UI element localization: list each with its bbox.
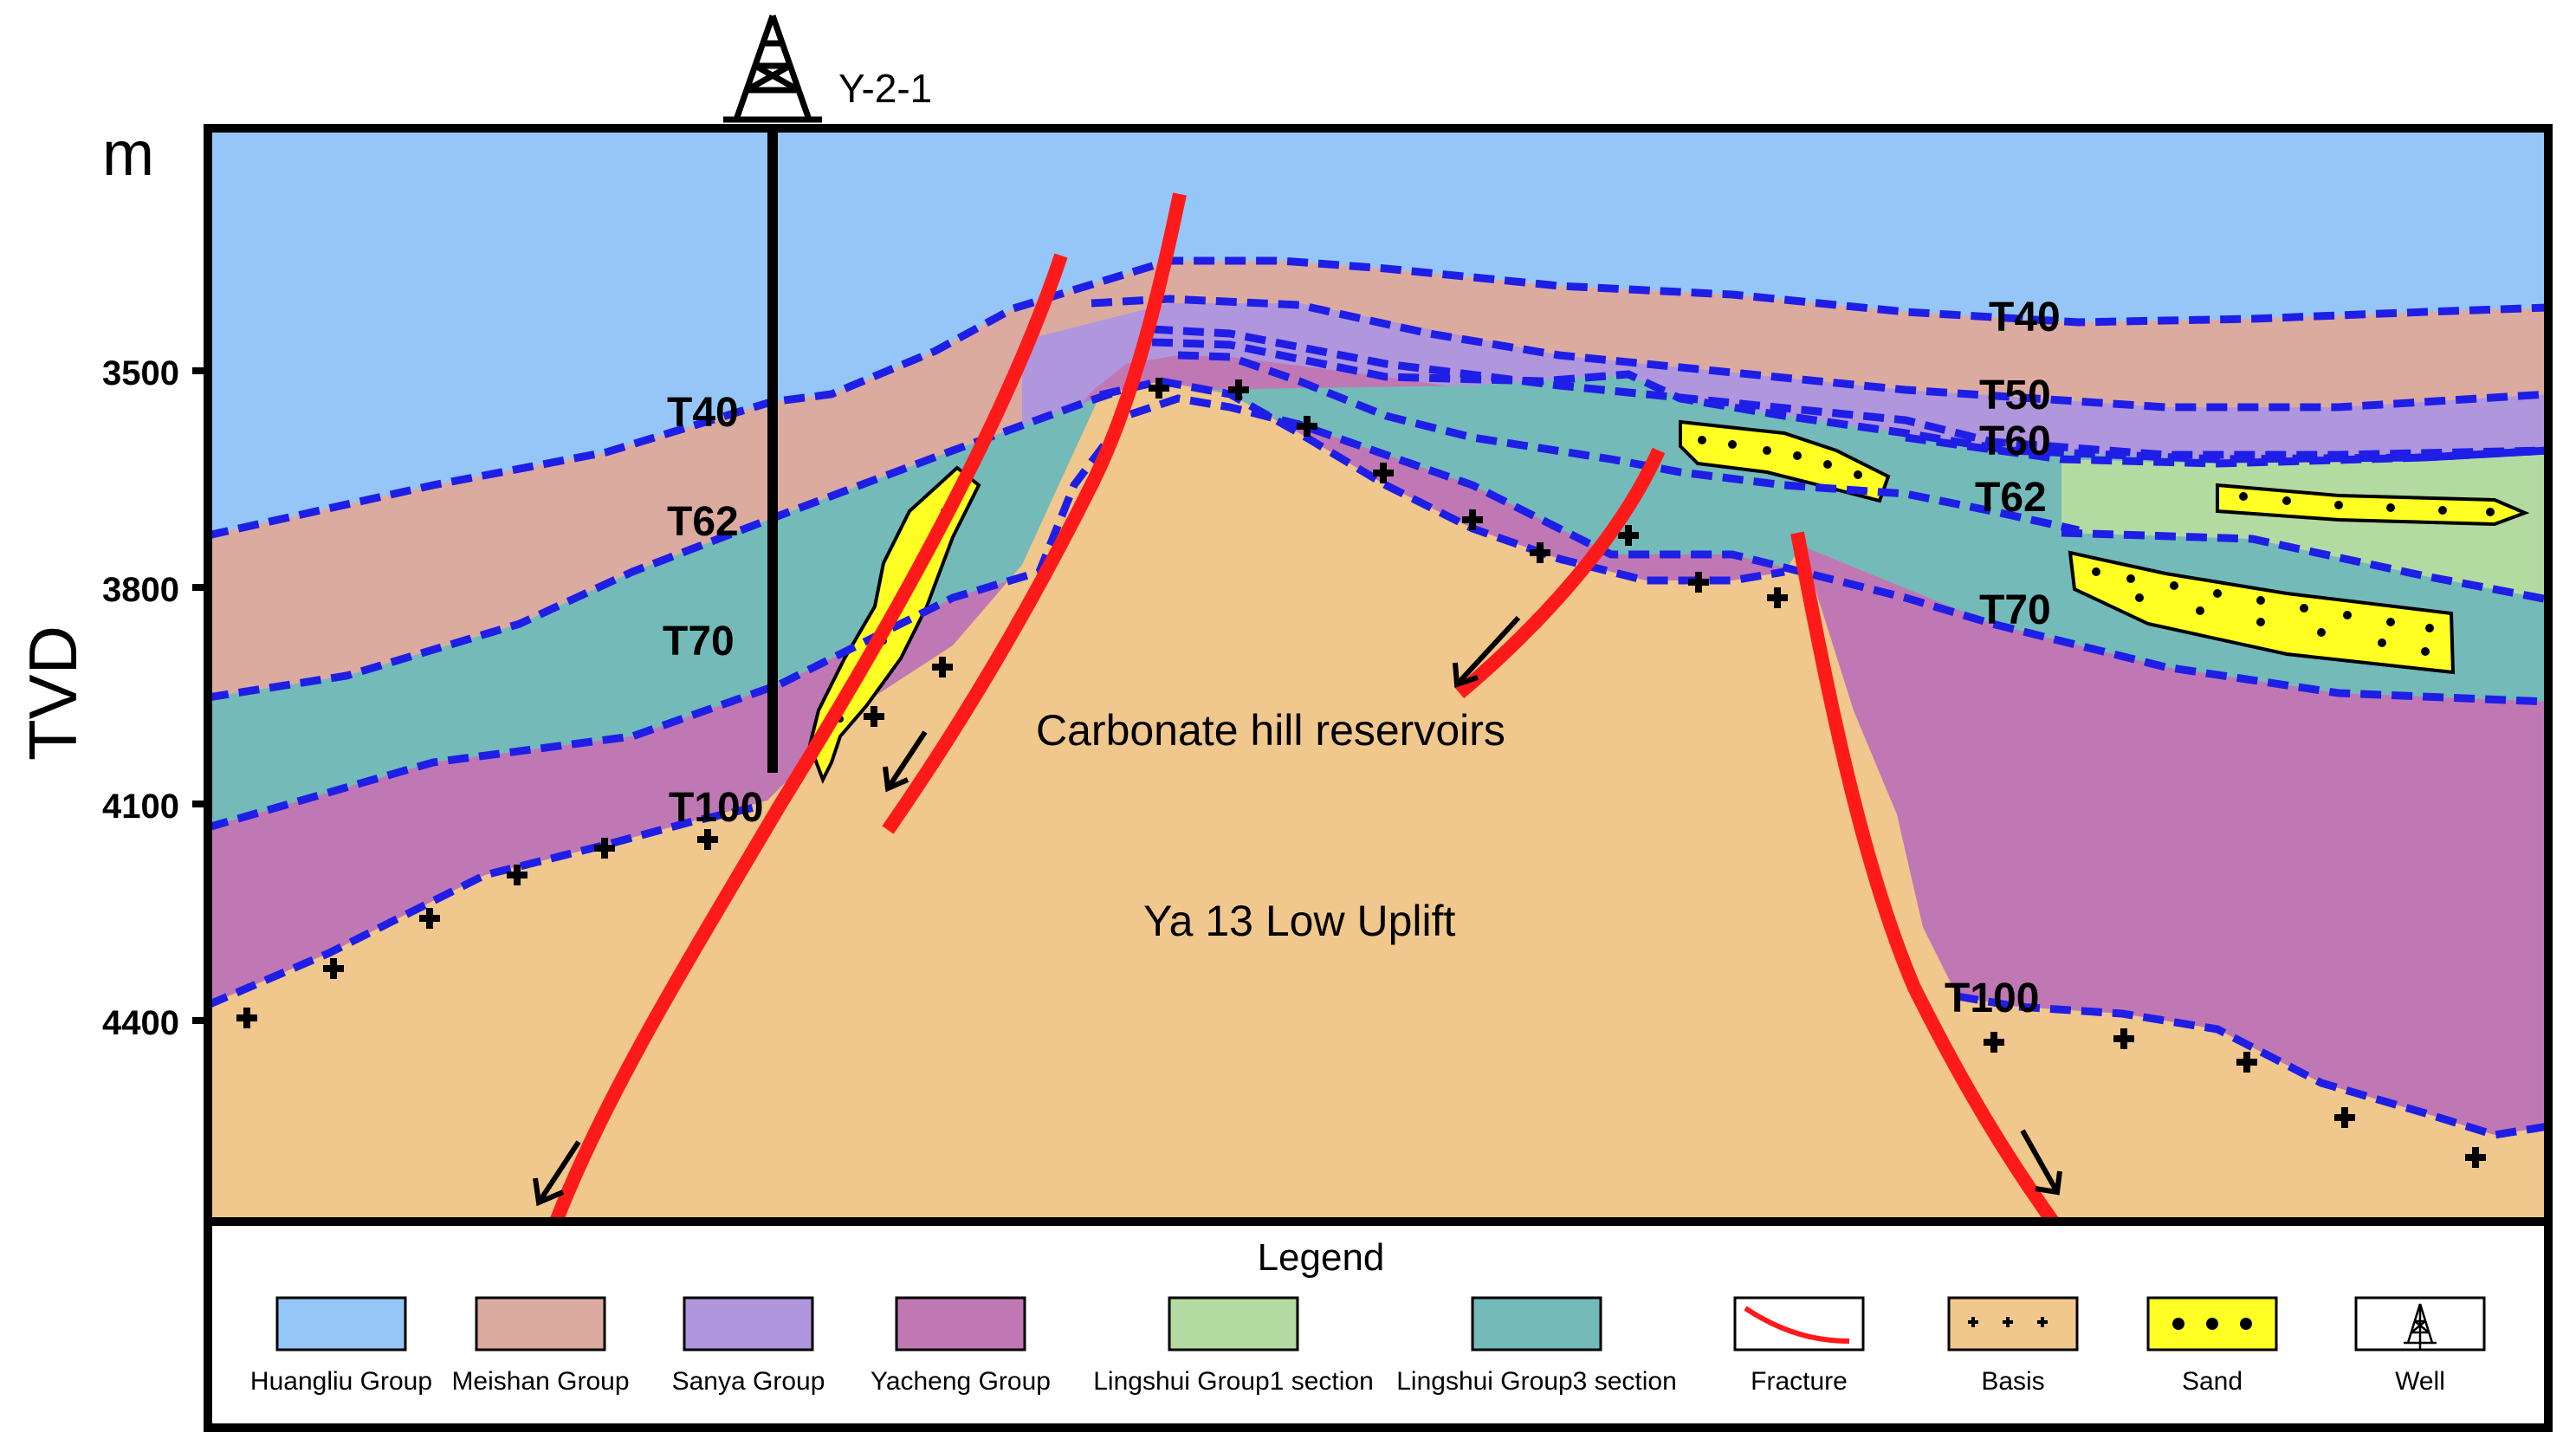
sand-body-right-lower xyxy=(2068,550,2456,675)
fault-center xyxy=(1454,447,1666,699)
axis-unit: m xyxy=(102,120,154,189)
horizon-lines xyxy=(208,256,2548,1139)
legend-item-fracture: Fracture xyxy=(1733,1296,1865,1396)
faults xyxy=(549,192,2059,1222)
fault-left-main xyxy=(549,253,1068,1222)
svg-text:Lingshui Group1 section: Lingshui Group1 section xyxy=(1093,1367,1374,1396)
legend-item-huangliu: Huangliu Group xyxy=(250,1296,432,1396)
axis-title: TVD xyxy=(15,626,91,761)
svg-text:Lingshui Group3 section: Lingshui Group3 section xyxy=(1396,1367,1677,1396)
legend-title: Legend xyxy=(1258,1236,1385,1279)
tick-label-4100: 4100 xyxy=(102,788,179,826)
derrick-icon xyxy=(723,14,822,123)
basement-crosses xyxy=(236,378,2486,1168)
legend-item-well: Well xyxy=(2354,1296,2486,1396)
uplift-annotation: Ya 13 Low Uplift xyxy=(1143,897,1455,945)
label-t60-right: T60 xyxy=(1979,418,2051,464)
reservoir-annotation: Carbonate hill reservoirs xyxy=(1036,706,1505,755)
legend-item-sanya: Sanya Group xyxy=(672,1296,825,1396)
well-y-2-1: Y-2-1 xyxy=(723,14,932,773)
svg-text:Meishan Group: Meishan Group xyxy=(451,1367,629,1396)
tick-label-3500: 3500 xyxy=(102,354,179,392)
label-t100-left: T100 xyxy=(669,785,763,831)
svg-text:Well: Well xyxy=(2395,1367,2445,1396)
horizon-labels: T40 T62 T70 T100 T40 T50 T60 T62 T70 T10… xyxy=(663,295,2061,1021)
derrick-icon xyxy=(2404,1303,2437,1350)
fault-arrows xyxy=(533,615,2062,1207)
label-t50-right: T50 xyxy=(1979,373,2051,418)
legend-item-yacheng: Yacheng Group xyxy=(871,1296,1051,1396)
section-layers xyxy=(208,128,2548,1222)
tick-label-4400: 4400 xyxy=(102,1004,179,1042)
svg-text:Fracture: Fracture xyxy=(1751,1367,1848,1396)
legend-item-lingshui1: Lingshui Group1 section xyxy=(1093,1296,1374,1396)
label-t62-right: T62 xyxy=(1975,475,2047,521)
label-t40-left: T40 xyxy=(667,390,739,436)
svg-text:Basis: Basis xyxy=(1981,1367,2044,1396)
well-name: Y-2-1 xyxy=(838,66,932,111)
legend-item-lingshui3: Lingshui Group3 section xyxy=(1396,1296,1677,1396)
fault-left-inner xyxy=(882,192,1187,834)
label-t100-right: T100 xyxy=(1945,976,2039,1021)
tick-label-3800: 3800 xyxy=(102,571,179,609)
legend-item-meishan: Meishan Group xyxy=(451,1296,630,1396)
legend-item-basis: Basis xyxy=(1947,1296,2079,1396)
label-t40-right: T40 xyxy=(1989,295,2061,340)
label-t70-left: T70 xyxy=(663,619,735,664)
sand-body-right-upper xyxy=(2216,483,2530,527)
lingshui1-layer xyxy=(2061,450,2548,600)
legend: Legend Huangliu Group Meishan Group Sany… xyxy=(204,1217,2553,1432)
label-t62-left: T62 xyxy=(667,499,739,545)
yacheng-basin-wedge xyxy=(1802,546,2548,1135)
svg-text:Huangliu Group: Huangliu Group xyxy=(250,1367,432,1396)
label-t70-right: T70 xyxy=(1979,587,2051,633)
svg-text:Yacheng Group: Yacheng Group xyxy=(871,1367,1051,1396)
fault-right xyxy=(1790,531,2059,1222)
svg-text:Sand: Sand xyxy=(2182,1367,2243,1396)
svg-text:Sanya Group: Sanya Group xyxy=(672,1367,825,1396)
legend-item-sand: Sand xyxy=(2146,1296,2278,1396)
basement-layer xyxy=(208,381,2548,1222)
depth-axis: m TVD 3500 3800 4100 4400 xyxy=(15,120,208,1042)
basement-hanging-wall xyxy=(208,780,788,1222)
